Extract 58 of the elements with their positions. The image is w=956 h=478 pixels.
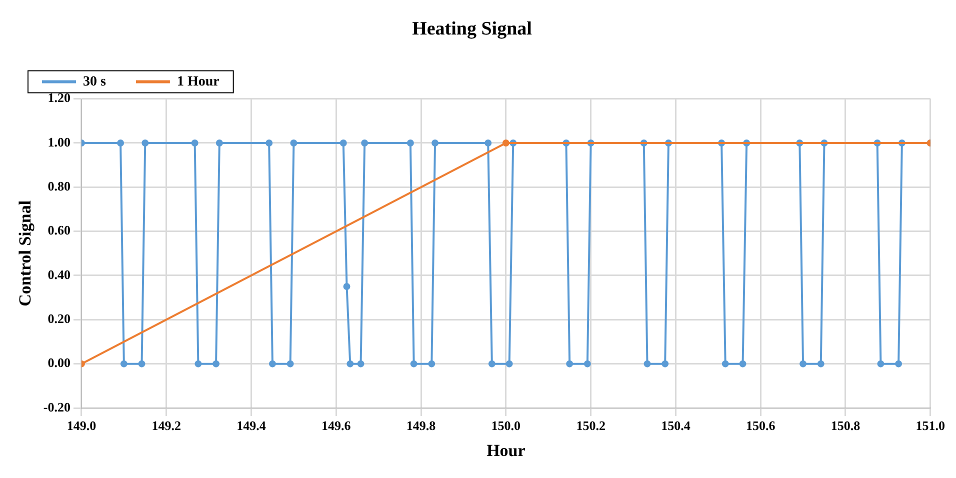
y-tick-label: 0.20 (48, 311, 70, 326)
point (662, 360, 669, 368)
point (142, 139, 149, 146)
point (432, 139, 439, 146)
point (191, 139, 198, 146)
point (484, 139, 492, 146)
point (340, 139, 347, 146)
x-tick-label: 149.4 (236, 418, 266, 434)
point (117, 139, 124, 146)
point (800, 360, 807, 368)
x-tick-label: 150.0 (491, 418, 521, 434)
point (266, 139, 273, 146)
point (216, 139, 223, 146)
x-axis-title: Hour (486, 441, 526, 460)
point (506, 360, 513, 368)
x-tick-label: 150.6 (746, 418, 776, 434)
chart-title: Heating Signal (412, 18, 532, 40)
y-tick-label: 0.80 (48, 178, 70, 194)
point (722, 360, 729, 368)
x-tick-label: 150.4 (661, 418, 691, 434)
point (286, 360, 294, 368)
point (212, 360, 220, 368)
x-tick-label: 149.2 (152, 418, 181, 434)
x-tick-label: 150.8 (830, 418, 861, 434)
point (290, 139, 298, 146)
point (361, 139, 368, 146)
x-tick-label: 150.2 (576, 418, 606, 434)
y-tick-label: 0.40 (48, 266, 70, 282)
point (895, 360, 902, 368)
point (346, 360, 354, 368)
point (406, 139, 414, 146)
legend-label: 1 Hour (176, 74, 220, 90)
legend-label: 30 s (83, 74, 106, 90)
x-tick-label: 149.8 (406, 418, 436, 434)
point (739, 360, 746, 368)
point (644, 360, 651, 368)
point (194, 360, 202, 368)
y-tick-label: -0.20 (43, 399, 70, 414)
x-tick-label: 151.0 (916, 418, 945, 434)
point (138, 360, 146, 368)
point (410, 360, 418, 368)
point (343, 283, 350, 290)
point (817, 360, 824, 368)
point (584, 360, 591, 368)
x-tick-label: 149.6 (322, 418, 352, 434)
point (428, 360, 436, 368)
y-tick-label: 0.00 (48, 355, 70, 370)
point (877, 360, 884, 368)
y-tick-label: 1.00 (48, 134, 70, 150)
point (488, 360, 496, 368)
point (268, 360, 276, 368)
y-axis-title: Control Signal (16, 200, 35, 306)
y-tick-label: 1.20 (48, 90, 70, 106)
y-tick-label: 0.60 (48, 222, 70, 238)
x-tick-label: 149.0 (66, 418, 96, 434)
point (120, 360, 128, 368)
point (566, 360, 574, 368)
point (357, 360, 364, 368)
